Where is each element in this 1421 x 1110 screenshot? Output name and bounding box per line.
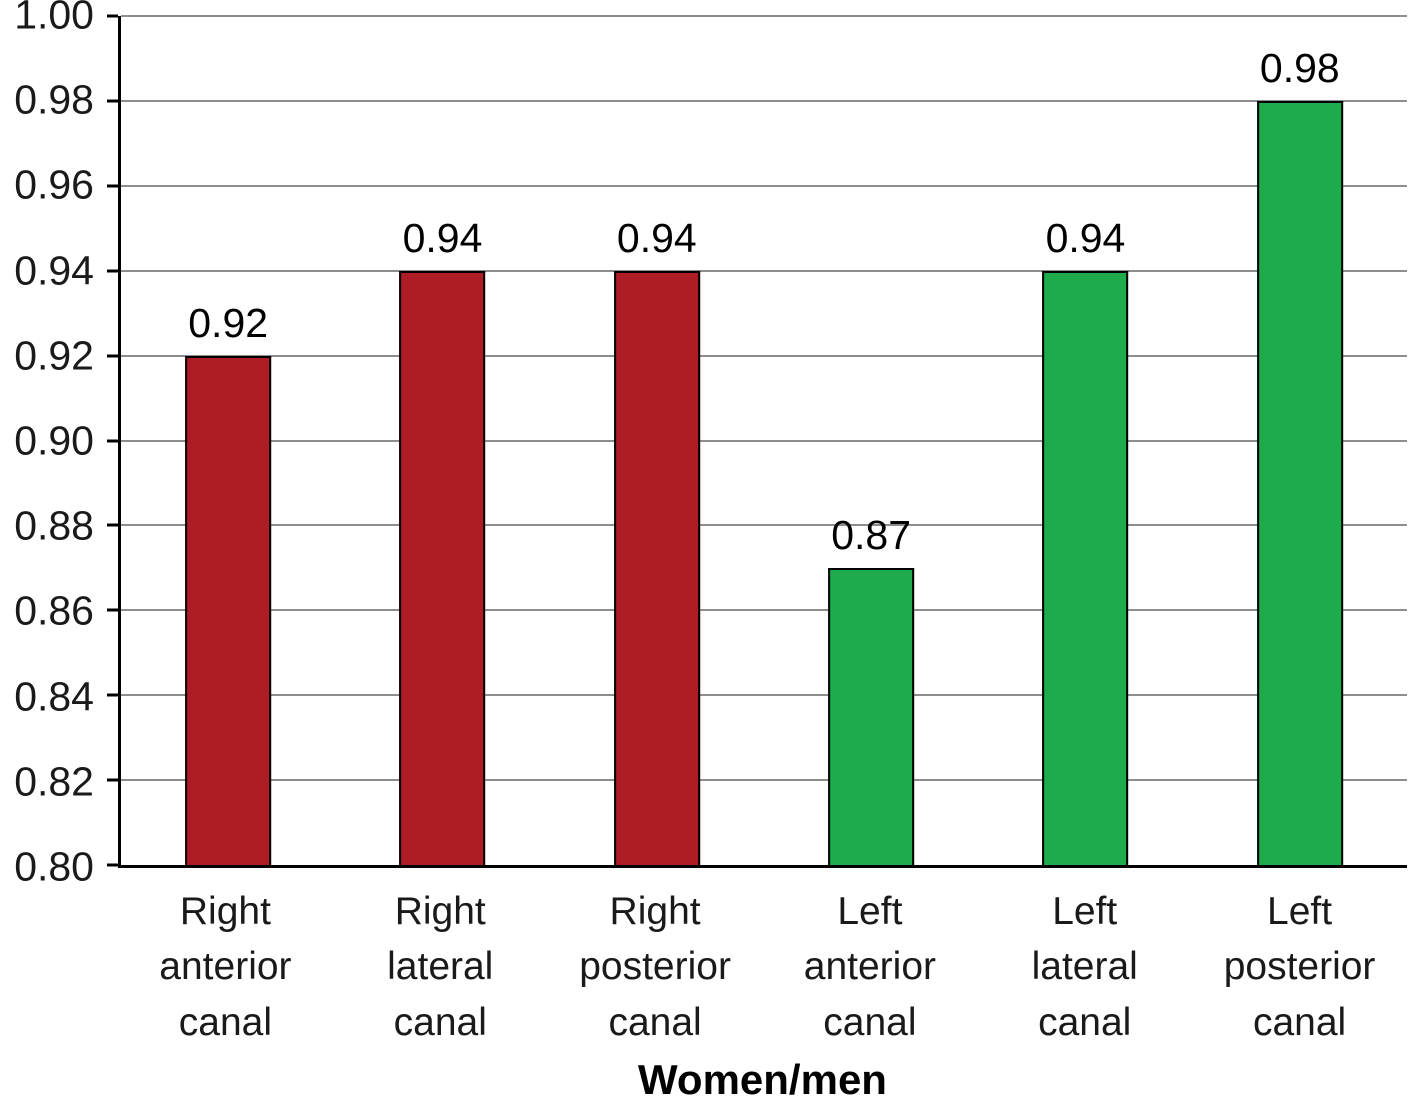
bar-value-label: 0.94 [1045,214,1126,261]
x-category-label-right-lateral-canal: Right lateral canal [333,884,548,1050]
x-category-label-line: posterior [579,945,731,989]
y-tick-label: 0.88 [14,502,94,549]
x-category-label-line: lateral [387,945,494,989]
bar-right-posterior-canal [613,270,700,865]
bar-left-lateral-canal [1042,270,1129,865]
y-tick-label: 0.84 [14,673,94,720]
y-tick-mark [107,439,118,442]
x-category-label-line: anterior [803,945,937,989]
x-category-label-line: canal [608,1000,702,1044]
x-category-label-line: lateral [1031,945,1138,989]
y-tick-label: 1.00 [14,0,94,38]
bar-slot-left-anterior-canal: 0.87 [764,16,978,865]
bar-right-lateral-canal [399,270,486,865]
x-category-label-line: Right [179,890,271,933]
bar-slot-right-posterior-canal: 0.94 [550,16,764,865]
y-tick-label: 0.92 [14,332,94,379]
bar-left-anterior-canal [828,567,914,865]
y-axis-labels: 0.80 0.82 0.84 0.86 0.88 0.90 0.92 0.94 0.96 0.98… [0,0,104,887]
y-tick-label: 0.98 [14,76,94,123]
x-category-label-line: Left [837,890,903,933]
gridline [121,269,1407,272]
x-category-label-right-posterior-canal: Right posterior canal [548,884,763,1050]
x-axis-category-labels: Right anterior canal Right lateral canal Right… [118,884,1407,1050]
y-tick-label: 0.80 [14,843,94,890]
x-category-label-line: posterior [1223,945,1376,989]
gridline [121,524,1407,527]
gridline [121,609,1407,612]
gridline [121,694,1407,697]
y-tick-mark [107,184,118,188]
y-tick-mark [107,269,118,273]
x-category-label-line: anterior [159,945,292,989]
bar-value-label: 0.92 [188,299,269,346]
x-category-label-line: Left [1267,890,1333,933]
bar-left-posterior-canal [1256,100,1343,865]
x-category-label-left-posterior-canal: Left posterior canal [1192,884,1407,1050]
x-category-label-left-lateral-canal: Left lateral canal [977,884,1192,1050]
y-tick-label: 0.96 [14,162,94,209]
x-category-label-right-anterior-canal: Right anterior canal [118,884,333,1050]
gridline [121,439,1407,442]
bar-value-label: 0.94 [616,214,697,261]
x-category-label-line: canal [1038,1000,1132,1044]
x-category-label-line: Left [1052,890,1118,933]
y-tick-mark [107,693,118,697]
x-category-label-line: canal [823,1000,917,1044]
x-category-label-left-anterior-canal: Left anterior canal [762,884,977,1050]
bar-slot-right-anterior-canal: 0.92 [121,16,335,865]
gridline [121,354,1407,357]
bar-value-label: 0.94 [402,214,483,261]
y-tick-mark [107,99,118,103]
gridline [121,99,1407,102]
x-axis-title: Women/men [638,1056,887,1103]
y-tick-label: 0.94 [14,247,94,294]
x-category-label-line: canal [178,1000,273,1044]
bar-value-label: 0.87 [831,511,912,558]
x-category-label-line: canal [393,1000,487,1044]
y-tick-mark [107,863,118,867]
y-tick-mark [107,778,118,782]
y-tick-mark [107,523,118,527]
plot-area: 0.92 0.94 0.94 0.87 0.94 0.98 [107,14,1407,868]
gridline [121,184,1407,187]
bar-slot-left-lateral-canal: 0.94 [978,16,1192,865]
y-tick-mark [107,608,118,612]
y-tick-label: 0.82 [14,758,94,805]
x-category-label-line: Right [609,890,701,933]
bar-value-label: 0.98 [1259,44,1340,91]
bars-layer: 0.92 0.94 0.94 0.87 0.94 0.98 [121,16,1407,865]
gridline [121,15,1407,17]
y-tick-label: 0.90 [14,417,94,464]
x-category-label-line: Right [394,890,486,933]
x-category-label-line: canal [1252,1000,1347,1044]
y-tick-label: 0.86 [14,588,94,635]
y-tick-mark [107,14,118,18]
gridline [121,779,1407,782]
bar-slot-right-lateral-canal: 0.94 [335,16,549,865]
bar-right-anterior-canal [185,355,272,865]
y-tick-mark [107,354,118,358]
bar-slot-left-posterior-canal: 0.98 [1193,16,1407,865]
